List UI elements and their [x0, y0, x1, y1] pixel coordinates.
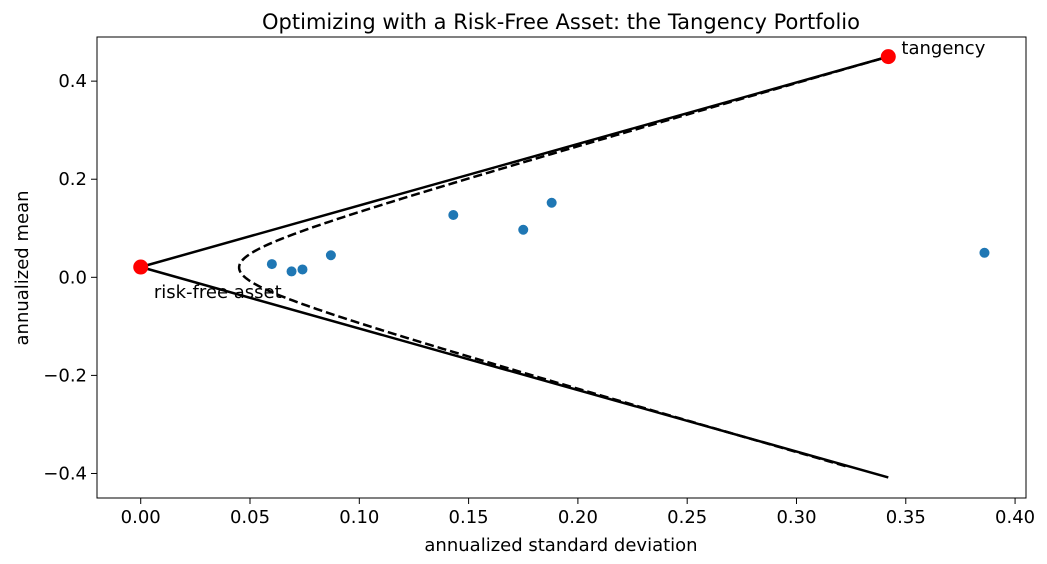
plot-area: risk-free asset tangency [96, 36, 1027, 499]
x-tick-label: 0.35 [886, 507, 926, 528]
x-tick-label: 0.20 [558, 507, 598, 528]
risk-free-asset-label: risk-free asset [154, 282, 282, 303]
risk-free-asset-point [133, 259, 149, 275]
y-tick-label: −0.2 [43, 365, 87, 386]
asset-point [297, 264, 308, 275]
asset-point [325, 250, 336, 261]
axes-frame [96, 36, 1027, 499]
y-axis-label: annualized mean [12, 190, 33, 345]
asset-point [266, 259, 277, 270]
tangency-label: tangency [901, 38, 985, 59]
asset-point [286, 266, 297, 277]
y-tick-label: −0.4 [43, 463, 87, 484]
asset-point [979, 247, 990, 258]
asset-point [518, 224, 529, 235]
capital-market-line-lower [140, 265, 889, 479]
x-tick-label: 0.00 [121, 507, 161, 528]
x-tick-label: 0.05 [230, 507, 270, 528]
efficient-frontier-line [237, 55, 889, 468]
capital-market-line-upper [140, 55, 889, 269]
y-axis: −0.4 −0.2 0.0 0.2 0.4 [43, 71, 97, 484]
x-tick-label: 0.40 [995, 507, 1035, 528]
asset-point [448, 210, 459, 221]
x-tick-label: 0.10 [339, 507, 379, 528]
x-axis: 0.00 0.05 0.10 0.15 0.20 0.25 0.30 0.35 0.40 [121, 498, 1035, 528]
x-axis-label: annualized standard deviation [424, 535, 697, 556]
asset-point [546, 197, 557, 208]
x-tick-label: 0.25 [667, 507, 707, 528]
chart-title: Optimizing with a Risk-Free Asset: the T… [262, 10, 860, 34]
tangency-point [880, 49, 896, 65]
y-tick-label: 0.0 [58, 267, 87, 288]
y-tick-label: 0.2 [58, 169, 87, 190]
x-tick-label: 0.30 [776, 507, 816, 528]
x-tick-label: 0.15 [449, 507, 489, 528]
y-tick-label: 0.4 [58, 71, 87, 92]
